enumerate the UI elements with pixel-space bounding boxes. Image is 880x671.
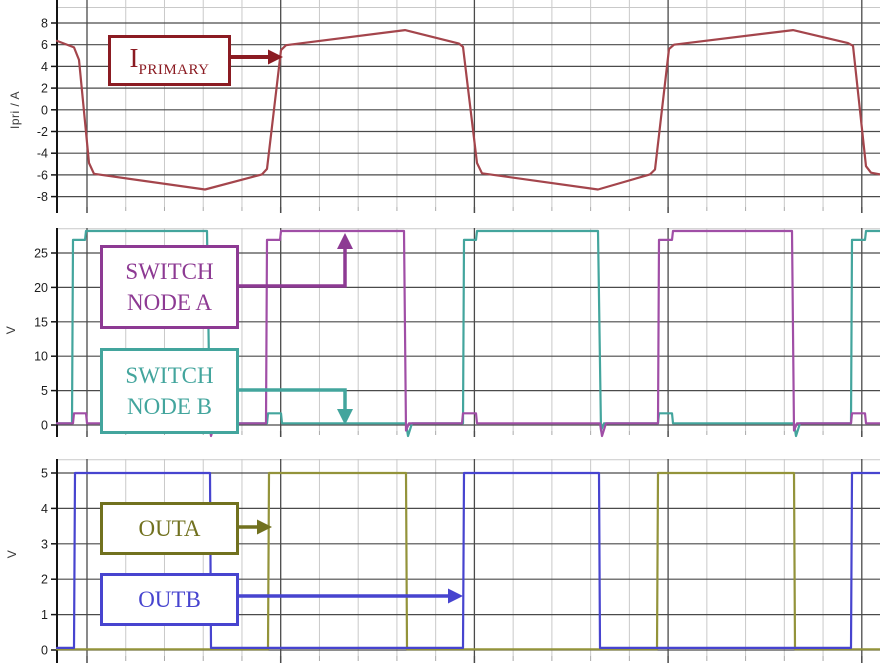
waveform-outb	[55, 471, 880, 650]
y-tick-label: 2	[41, 82, 48, 96]
y-axis-title-v-mid: V	[4, 325, 18, 335]
y-tick-label: 0	[41, 419, 48, 433]
waveform-switch-node-b	[55, 229, 880, 438]
y-tick-label: 6	[41, 38, 48, 52]
y-tick-label: 4	[41, 502, 48, 516]
y-tick-label: -8	[37, 190, 48, 204]
y-axis-title-ipri: Ipri / A	[8, 91, 22, 130]
y-tick-label: 1	[41, 608, 48, 622]
y-tick-label: -4	[37, 147, 48, 161]
y-tick-label: -6	[37, 168, 48, 182]
waveform-iprimary	[55, 29, 880, 191]
annotation-arrowhead-iprimary	[268, 49, 283, 65]
annotation-arrowhead-nodeA	[337, 233, 353, 249]
y-tick-label: 15	[34, 315, 48, 329]
label-iprimary-text: IPRIMARY	[129, 43, 210, 79]
y-tick-label: 25	[34, 247, 48, 261]
y-tick-label: 4	[41, 60, 48, 74]
label-switch-node-b: SWITCH NODE B	[100, 348, 239, 434]
annotation-arrow-nodeA	[233, 247, 347, 288]
y-tick-label: 8	[41, 17, 48, 31]
y-tick-label: 20	[34, 281, 48, 295]
annotation-arrow-nodeB	[233, 388, 347, 411]
label-outa: OUTA	[100, 502, 239, 555]
annotation-arrowhead-outb	[448, 588, 463, 604]
y-axis-title-v-bottom: V	[5, 549, 19, 559]
y-tick-label: 0	[41, 103, 48, 117]
y-tick-label: 0	[41, 644, 48, 658]
annotation-arrowhead-nodeB	[337, 409, 353, 425]
y-tick-label: 10	[34, 350, 48, 364]
label-outb: OUTB	[100, 573, 239, 626]
waveform-outa	[55, 471, 880, 651]
y-tick-label: 2	[41, 573, 48, 587]
y-tick-label: 5	[41, 384, 48, 398]
annotation-arrowhead-outa	[257, 519, 272, 535]
y-tick-label: 5	[41, 467, 48, 481]
label-iprimary: IPRIMARY	[108, 35, 231, 86]
label-switch-node-a: SWITCH NODE A	[100, 245, 239, 329]
y-tick-label: 3	[41, 537, 48, 551]
y-tick-label: -2	[37, 125, 48, 139]
